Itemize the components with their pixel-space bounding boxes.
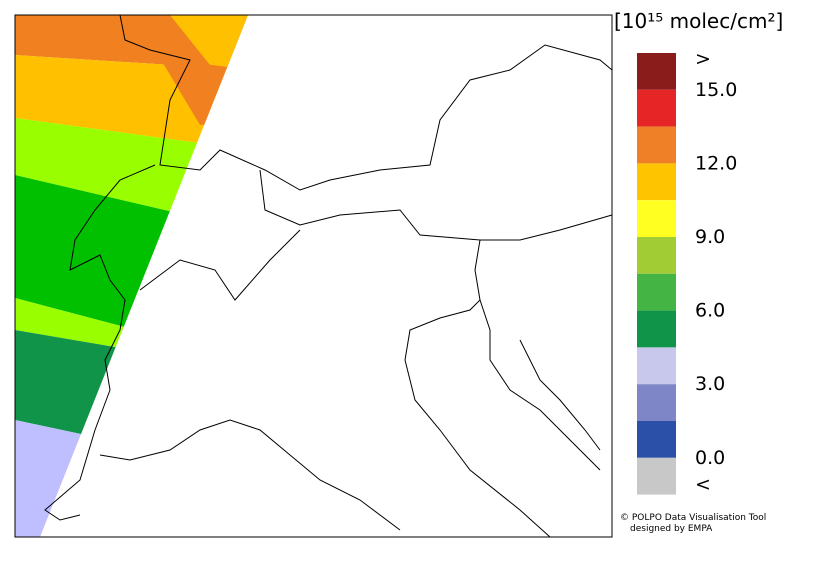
satellite-swath <box>15 15 248 537</box>
colorbar-segment <box>637 384 676 421</box>
colorbar-label: 6.0 <box>695 300 725 322</box>
credit: designed by EMPA <box>630 524 713 534</box>
colorbar-label: 0.0 <box>695 447 725 469</box>
colorbar-label: > <box>695 48 711 70</box>
colorbar-segment <box>637 126 676 164</box>
colorbar-segment <box>637 163 676 201</box>
colorbar-segment <box>637 200 676 237</box>
colorbar-label: < <box>695 474 711 496</box>
colorbar-segment <box>637 53 676 90</box>
colorbar-segment <box>637 89 676 127</box>
colorbar-segment <box>637 237 676 274</box>
colorbar-unit: [10¹⁵ molec/cm²] <box>614 9 783 33</box>
map-frame <box>14 14 613 538</box>
colorbar-label: 9.0 <box>695 226 725 248</box>
colorbar-segment <box>637 273 676 311</box>
colorbar-segment <box>637 310 676 348</box>
colorbar-label: 12.0 <box>695 152 737 174</box>
credit: © POLPO Data Visualisation Tool <box>620 513 766 523</box>
colorbar-segment <box>637 457 676 495</box>
colorbar-label: 3.0 <box>695 373 725 395</box>
colorbar-label: 15.0 <box>695 79 737 101</box>
borders <box>44 14 613 538</box>
colorbar-segment <box>637 347 676 385</box>
colorbar-segment <box>637 421 676 458</box>
